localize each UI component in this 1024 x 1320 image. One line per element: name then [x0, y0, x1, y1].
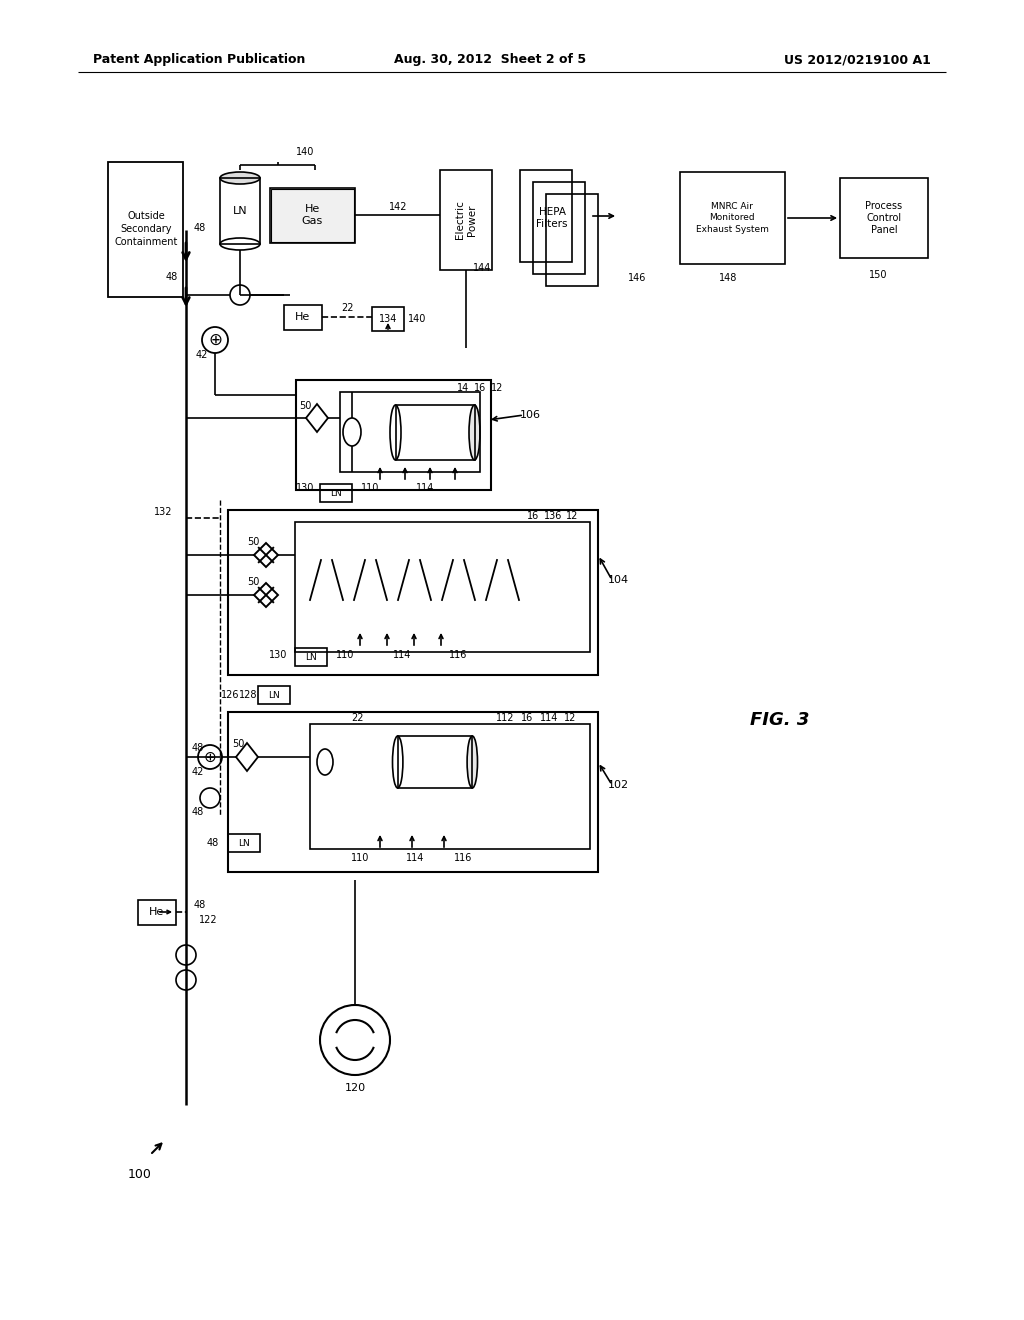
Text: 144: 144 — [473, 263, 492, 273]
Text: 102: 102 — [607, 780, 629, 789]
Text: 148: 148 — [719, 273, 737, 282]
Text: 142: 142 — [389, 202, 408, 213]
Text: MNRC Air
Monitored
Exhaust System: MNRC Air Monitored Exhaust System — [695, 202, 768, 234]
Text: 116: 116 — [454, 853, 472, 863]
Text: ⊕: ⊕ — [204, 750, 216, 764]
Text: 48: 48 — [194, 900, 206, 909]
Text: 50: 50 — [299, 401, 311, 411]
Text: 140: 140 — [296, 147, 314, 157]
Ellipse shape — [467, 737, 477, 788]
Text: 16: 16 — [521, 713, 534, 723]
Text: He: He — [150, 907, 165, 917]
Text: 12: 12 — [490, 383, 503, 393]
Text: 50: 50 — [247, 577, 259, 587]
Text: He
Gas: He Gas — [301, 205, 323, 226]
Ellipse shape — [469, 405, 480, 459]
Text: 132: 132 — [154, 507, 172, 517]
Bar — [395, 405, 474, 459]
Text: 48: 48 — [191, 807, 204, 817]
Bar — [680, 172, 785, 264]
Bar — [310, 723, 590, 849]
Text: 48: 48 — [194, 223, 206, 234]
Text: HEPA
Filters: HEPA Filters — [537, 207, 567, 228]
Text: 50: 50 — [247, 537, 259, 546]
Text: 140: 140 — [408, 314, 426, 323]
Bar — [397, 737, 472, 788]
Text: 48: 48 — [191, 743, 204, 752]
Text: LN: LN — [305, 652, 316, 661]
Text: 12: 12 — [566, 511, 579, 521]
Text: 112: 112 — [496, 713, 514, 723]
Bar — [295, 648, 327, 667]
Bar — [228, 510, 598, 675]
Bar — [520, 170, 572, 261]
Text: ⊕: ⊕ — [208, 331, 222, 348]
Text: 42: 42 — [196, 350, 208, 360]
Bar — [372, 308, 404, 331]
Text: 114: 114 — [406, 853, 424, 863]
Text: He: He — [295, 312, 310, 322]
Text: LN: LN — [232, 206, 248, 216]
Bar — [296, 380, 490, 490]
Text: 100: 100 — [128, 1168, 152, 1181]
Text: 42: 42 — [191, 767, 204, 777]
Text: 136: 136 — [544, 511, 562, 521]
Text: 116: 116 — [449, 649, 467, 660]
Text: 14: 14 — [457, 383, 469, 393]
Text: Outside
Secondary
Containment: Outside Secondary Containment — [115, 211, 178, 247]
Text: 50: 50 — [231, 739, 244, 748]
Text: 110: 110 — [336, 649, 354, 660]
Text: FIG. 3: FIG. 3 — [751, 711, 810, 729]
Text: 22: 22 — [352, 713, 365, 723]
Text: 106: 106 — [519, 411, 541, 420]
Text: 114: 114 — [393, 649, 412, 660]
Bar — [340, 392, 480, 473]
Text: LN: LN — [330, 488, 342, 498]
Bar — [440, 170, 492, 271]
Text: 22: 22 — [342, 304, 354, 313]
Text: 110: 110 — [351, 853, 370, 863]
Bar — [220, 178, 260, 244]
Text: US 2012/0219100 A1: US 2012/0219100 A1 — [784, 54, 931, 66]
Text: 122: 122 — [199, 915, 217, 925]
Text: 16: 16 — [474, 383, 486, 393]
Text: 146: 146 — [628, 273, 646, 282]
Text: Process
Control
Panel: Process Control Panel — [865, 201, 902, 235]
Text: 114: 114 — [416, 483, 434, 492]
Bar — [228, 711, 598, 873]
Text: LN: LN — [268, 690, 280, 700]
Bar — [534, 182, 585, 275]
Bar — [138, 900, 176, 925]
Ellipse shape — [220, 172, 260, 183]
Text: 130: 130 — [296, 483, 314, 492]
Text: 134: 134 — [379, 314, 397, 323]
Text: 16: 16 — [527, 511, 539, 521]
Bar — [295, 521, 590, 652]
Bar — [228, 834, 260, 851]
Text: 128: 128 — [239, 690, 257, 700]
Bar — [840, 178, 928, 257]
Text: 104: 104 — [607, 576, 629, 585]
Text: 110: 110 — [360, 483, 379, 492]
Text: LN: LN — [239, 838, 250, 847]
Bar — [284, 305, 322, 330]
Text: 120: 120 — [344, 1082, 366, 1093]
Text: Electric
Power: Electric Power — [455, 201, 477, 239]
Bar — [108, 162, 183, 297]
Text: Patent Application Publication: Patent Application Publication — [93, 54, 305, 66]
Text: 48: 48 — [207, 838, 219, 847]
Bar — [258, 686, 290, 704]
Text: Aug. 30, 2012  Sheet 2 of 5: Aug. 30, 2012 Sheet 2 of 5 — [394, 54, 586, 66]
Text: 12: 12 — [564, 713, 577, 723]
Text: 126: 126 — [221, 690, 240, 700]
Bar — [319, 484, 352, 502]
Text: 130: 130 — [269, 649, 287, 660]
Bar — [546, 194, 598, 286]
Bar — [271, 189, 354, 242]
Text: 48: 48 — [166, 272, 178, 282]
Bar — [270, 187, 355, 243]
Text: 150: 150 — [868, 271, 887, 280]
Text: 114: 114 — [540, 713, 558, 723]
